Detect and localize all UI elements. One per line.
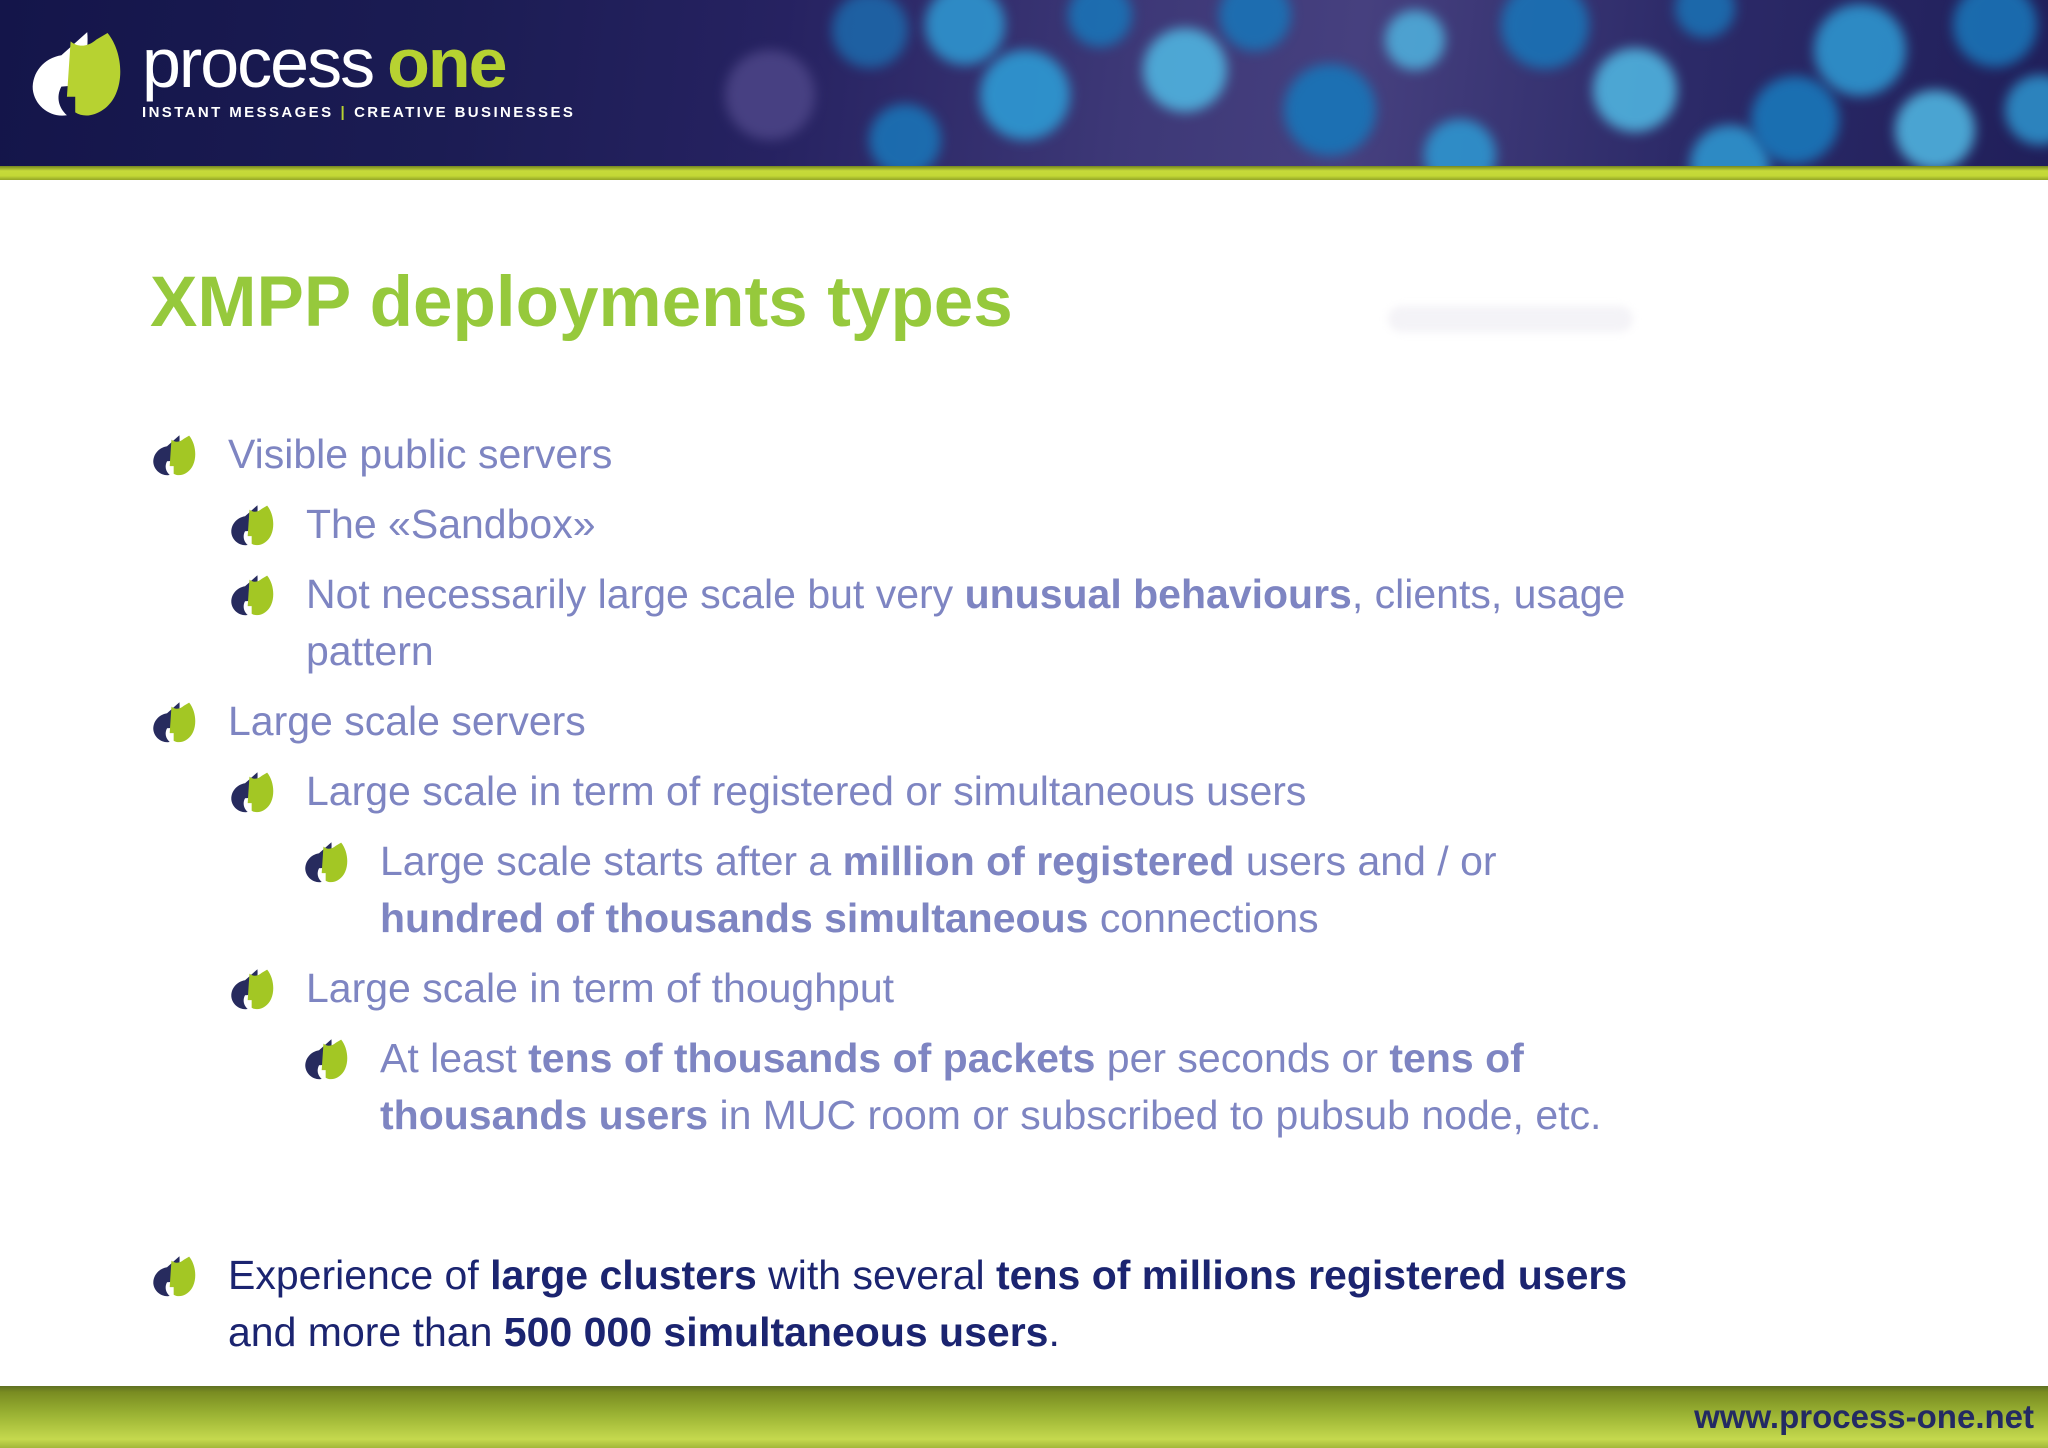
bokeh-circle bbox=[869, 104, 941, 166]
slide-header: process one INSTANT MESSAGES | CREATIVE BUS… bbox=[0, 0, 2048, 166]
brand-second: one bbox=[387, 24, 507, 102]
bokeh-circle bbox=[1385, 10, 1445, 70]
processone-mark bbox=[305, 842, 348, 883]
list-item-text: Not necessarily large scale but very unu… bbox=[306, 571, 1626, 674]
bokeh-circle bbox=[832, 0, 908, 68]
processone-bullet-icon bbox=[152, 426, 228, 482]
list-item-text: The «Sandbox» bbox=[306, 501, 596, 547]
bokeh-circle bbox=[2005, 75, 2048, 145]
bokeh-circle bbox=[1219, 0, 1291, 51]
bokeh-circle bbox=[1501, 0, 1589, 69]
bokeh-circle bbox=[1751, 76, 1839, 164]
bokeh-circle bbox=[1814, 4, 1906, 96]
bokeh-circle bbox=[1424, 119, 1496, 166]
bokeh-circle bbox=[925, 0, 1005, 65]
processone-bullet-icon bbox=[304, 833, 380, 889]
bokeh-circle bbox=[1593, 48, 1677, 132]
list-item: Not necessarily large scale but very unu… bbox=[230, 566, 1916, 680]
list-item-text: Large scale servers bbox=[228, 698, 586, 744]
bokeh-circle bbox=[1895, 90, 1975, 166]
processone-mark bbox=[305, 1039, 348, 1080]
processone-mark bbox=[231, 969, 274, 1010]
processone-mark bbox=[153, 702, 196, 743]
tagline-separator: | bbox=[340, 104, 348, 121]
list-item: Large scale starts after a million of re… bbox=[304, 833, 1916, 947]
footer-bar: www.process-one.net bbox=[0, 1386, 2048, 1448]
list-item: Visible public servers bbox=[152, 426, 1916, 483]
list-item-text: Large scale in term of thoughput bbox=[306, 965, 895, 1011]
slide-body: XMPP deployments types Visible public se… bbox=[0, 180, 2048, 1386]
processone-mark bbox=[231, 505, 274, 546]
list-item: At least tens of thousands of packets pe… bbox=[304, 1030, 1916, 1144]
bokeh-circle bbox=[725, 50, 815, 140]
processone-bullet-icon bbox=[152, 693, 228, 749]
list-item: Large scale in term of registered or sim… bbox=[230, 763, 1916, 820]
list-item-text: Large scale starts after a million of re… bbox=[380, 838, 1497, 941]
processone-mark bbox=[153, 435, 196, 476]
bokeh-circle bbox=[1143, 28, 1227, 112]
processone-logo-text: process one INSTANT MESSAGES | CREATIVE BUS… bbox=[142, 26, 575, 121]
list-item: Large scale in term of thoughput bbox=[230, 960, 1916, 1017]
processone-bullet-icon bbox=[230, 960, 306, 1016]
page-title: XMPP deployments types bbox=[150, 263, 1013, 342]
list-item: Experience of large clusters with severa… bbox=[152, 1247, 1916, 1361]
list-item-text: At least tens of thousands of packets pe… bbox=[380, 1035, 1602, 1138]
list-item-text: Experience of large clusters with severa… bbox=[228, 1252, 1628, 1355]
bokeh-circle bbox=[1284, 64, 1376, 156]
list-item: Large scale servers bbox=[152, 693, 1916, 750]
processone-bullet-icon bbox=[230, 763, 306, 819]
processone-mark bbox=[153, 1256, 196, 1297]
title-ghost-smudge bbox=[1388, 306, 1633, 332]
bokeh-circle bbox=[980, 50, 1070, 140]
processone-mark bbox=[231, 772, 274, 813]
processone-mark bbox=[231, 575, 274, 616]
processone-mark bbox=[32, 32, 121, 116]
brand-first: process bbox=[142, 24, 375, 102]
list-item-text: Large scale in term of registered or sim… bbox=[306, 768, 1307, 814]
bokeh-circle bbox=[1068, 0, 1132, 47]
brand-tagline: INSTANT MESSAGES | CREATIVE BUSINESSES bbox=[142, 104, 575, 121]
bokeh-circle bbox=[1675, 0, 1735, 38]
list-item-text: Visible public servers bbox=[228, 431, 613, 477]
tagline-right: CREATIVE BUSINESSES bbox=[354, 104, 576, 121]
processone-bullet-icon bbox=[230, 566, 306, 622]
processone-bullet-icon bbox=[230, 496, 306, 552]
processone-logo: process one INSTANT MESSAGES | CREATIVE BUS… bbox=[30, 26, 575, 124]
processone-logo-icon bbox=[30, 32, 126, 124]
bullet-list: Visible public servers The «Sandbox» Not n… bbox=[152, 426, 1916, 1374]
bokeh-circle bbox=[1953, 0, 2037, 67]
processone-bullet-icon bbox=[304, 1030, 380, 1086]
list-item: The «Sandbox» bbox=[230, 496, 1916, 553]
footer-url[interactable]: www.process-one.net bbox=[1694, 1398, 2034, 1435]
header-green-divider bbox=[0, 166, 2048, 180]
processone-bullet-icon bbox=[152, 1247, 228, 1303]
tagline-left: INSTANT MESSAGES bbox=[142, 104, 334, 121]
brand-wordmark: process one bbox=[142, 26, 575, 100]
